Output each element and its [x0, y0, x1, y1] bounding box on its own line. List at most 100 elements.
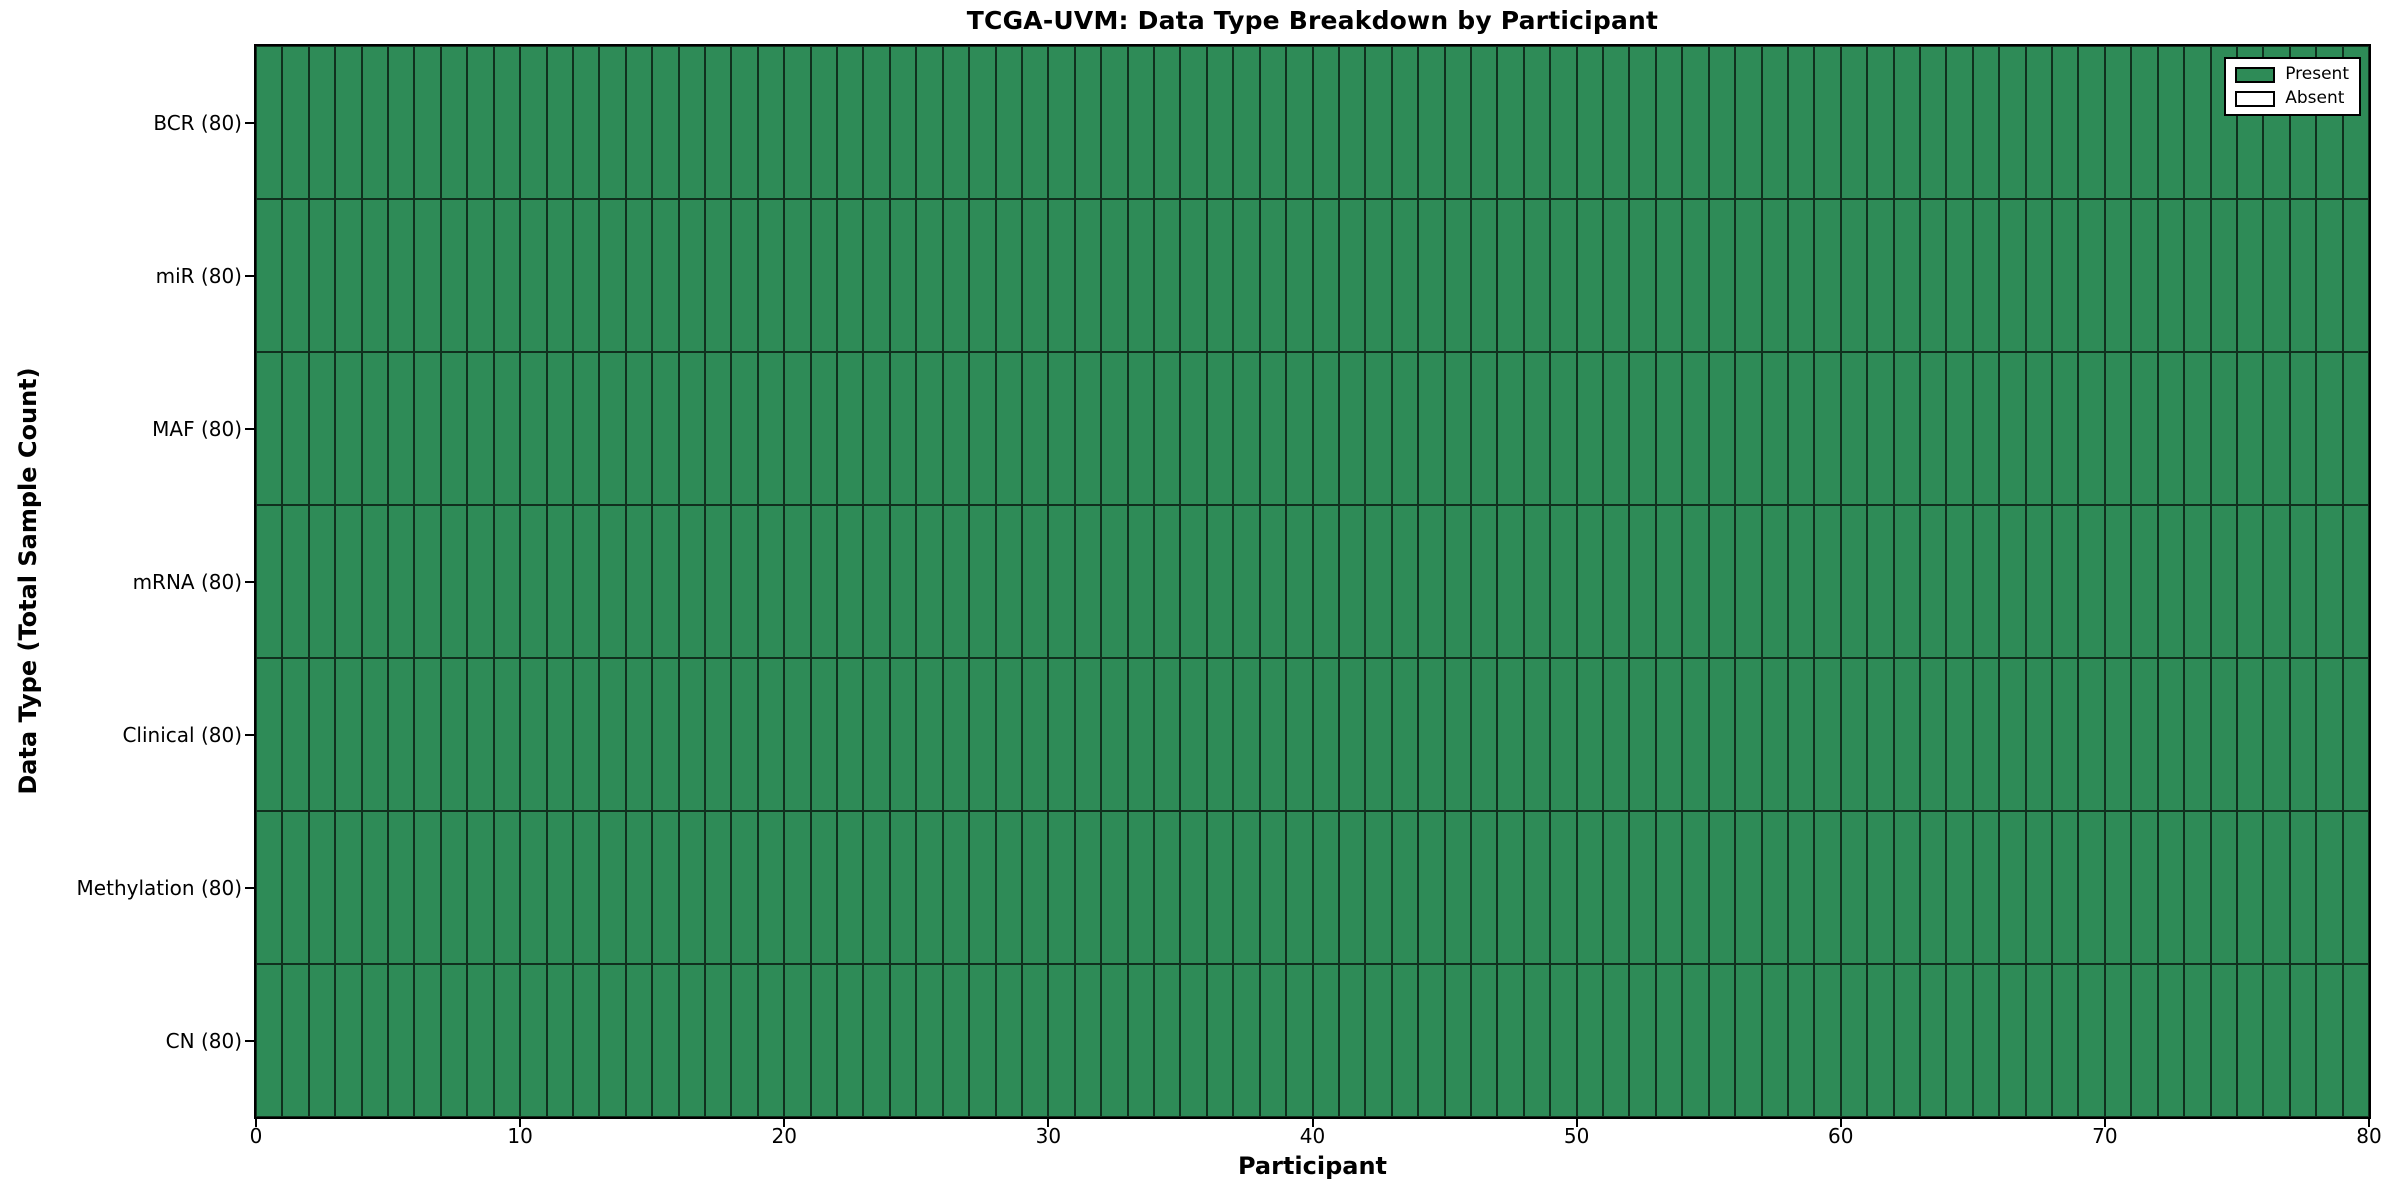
heatmap-cell: [572, 811, 600, 964]
heatmap-cell: [1708, 352, 1736, 505]
heatmap-cell: [1444, 658, 1471, 811]
y-tick-label: BCR (80): [153, 110, 242, 135]
heatmap-cell: [995, 964, 1022, 1117]
heatmap-cell: [1497, 46, 1524, 199]
heatmap-cell: [1893, 46, 1920, 199]
heatmap-cell: [1682, 352, 1709, 505]
heatmap-cell: [599, 658, 626, 811]
heatmap-cell: [1074, 658, 1102, 811]
heatmap-cell: [1655, 964, 1683, 1117]
heatmap-cell: [1946, 964, 1973, 1117]
heatmap-cell: [1893, 811, 1920, 964]
heatmap-cell: [1470, 505, 1498, 658]
heatmap-cell: [361, 46, 389, 199]
heatmap-cell: [440, 811, 468, 964]
heatmap-cell: [256, 964, 283, 1117]
y-tick-label: mRNA (80): [132, 569, 242, 594]
heatmap-cell: [1470, 964, 1498, 1117]
heatmap-cell: [467, 811, 494, 964]
heatmap-cell: [995, 352, 1022, 505]
heatmap-cell: [2131, 352, 2158, 505]
heatmap-cell: [1259, 658, 1287, 811]
heatmap-cell: [1999, 964, 2026, 1117]
heatmap-cell: [1576, 199, 1604, 352]
heatmap-cell: [467, 352, 494, 505]
heatmap-cell: [1919, 352, 1947, 505]
heatmap-cell: [2184, 46, 2211, 199]
heatmap-cell: [1787, 811, 1815, 964]
heatmap-cell: [1391, 658, 1419, 811]
heatmap-cell: [546, 46, 573, 199]
heatmap-cell: [1682, 46, 1709, 199]
heatmap-cell: [1655, 46, 1683, 199]
heatmap-cell: [2104, 811, 2132, 964]
heatmap-cell: [1206, 46, 1234, 199]
heatmap-cell: [1576, 811, 1604, 964]
y-tick-label: CN (80): [165, 1028, 242, 1053]
heatmap-cell: [1682, 811, 1709, 964]
heatmap-cell: [1127, 658, 1155, 811]
heatmap-cell: [2289, 658, 2317, 811]
heatmap-cell: [361, 811, 389, 964]
heatmap-cell: [942, 199, 970, 352]
heatmap-cell: [1840, 46, 1868, 199]
heatmap-cell: [2316, 658, 2343, 811]
heatmap-cell: [1286, 658, 1313, 811]
heatmap-cell: [2184, 811, 2211, 964]
heatmap-cell: [2078, 352, 2105, 505]
heatmap-cell: [1497, 505, 1524, 658]
heatmap-cell: [599, 199, 626, 352]
heatmap-cell: [1787, 964, 1815, 1117]
heatmap-cell: [2342, 811, 2369, 964]
heatmap-cell: [2025, 199, 2053, 352]
heatmap-cell: [1946, 811, 1973, 964]
heatmap-cell: [837, 352, 864, 505]
heatmap-cell: [2157, 352, 2185, 505]
heatmap-cell: [1154, 964, 1181, 1117]
heatmap-cell: [2131, 658, 2158, 811]
heatmap-cell: [335, 811, 362, 964]
y-tick-label: Clinical (80): [122, 722, 242, 747]
heatmap-cell: [414, 505, 441, 658]
heatmap-cell: [1814, 811, 1841, 964]
y-tick-mark: [245, 733, 254, 736]
heatmap-cell: [1867, 811, 1894, 964]
heatmap-cell: [2052, 352, 2079, 505]
heatmap-cell: [2052, 658, 2079, 811]
heatmap-cell: [440, 658, 468, 811]
heatmap-cell: [493, 46, 521, 199]
heatmap-cell: [625, 505, 653, 658]
heatmap-cell: [1154, 352, 1181, 505]
heatmap-cell: [1814, 46, 1841, 199]
heatmap-cell: [388, 199, 415, 352]
heatmap-cell: [625, 964, 653, 1117]
heatmap-cell: [1365, 811, 1392, 964]
heatmap-cell: [995, 505, 1022, 658]
heatmap-cell: [572, 46, 600, 199]
heatmap-cell: [863, 505, 890, 658]
heatmap-cell: [757, 964, 785, 1117]
heatmap-cell: [2157, 199, 2185, 352]
heatmap-cell: [757, 46, 785, 199]
heatmap-cell: [2157, 811, 2185, 964]
heatmap-cell: [625, 352, 653, 505]
heatmap-cell: [731, 811, 758, 964]
heatmap-cell: [1101, 811, 1128, 964]
heatmap-cell: [1233, 505, 1260, 658]
heatmap-cell: [2157, 46, 2185, 199]
heatmap-cell: [546, 964, 573, 1117]
heatmap-cell: [1550, 505, 1577, 658]
heatmap-cell: [1418, 658, 1445, 811]
heatmap-cell: [2236, 199, 2264, 352]
heatmap-cell: [414, 352, 441, 505]
heatmap-cell: [1180, 658, 1207, 811]
y-tick-mark: [245, 886, 254, 889]
heatmap-cell: [1048, 352, 1075, 505]
heatmap-cell: [256, 46, 283, 199]
heatmap-cell: [1470, 658, 1498, 811]
heatmap-cell: [625, 658, 653, 811]
y-tick-mark: [245, 427, 254, 430]
heatmap-cell: [1840, 505, 1868, 658]
heatmap-cell: [361, 352, 389, 505]
heatmap-cell: [969, 352, 996, 505]
